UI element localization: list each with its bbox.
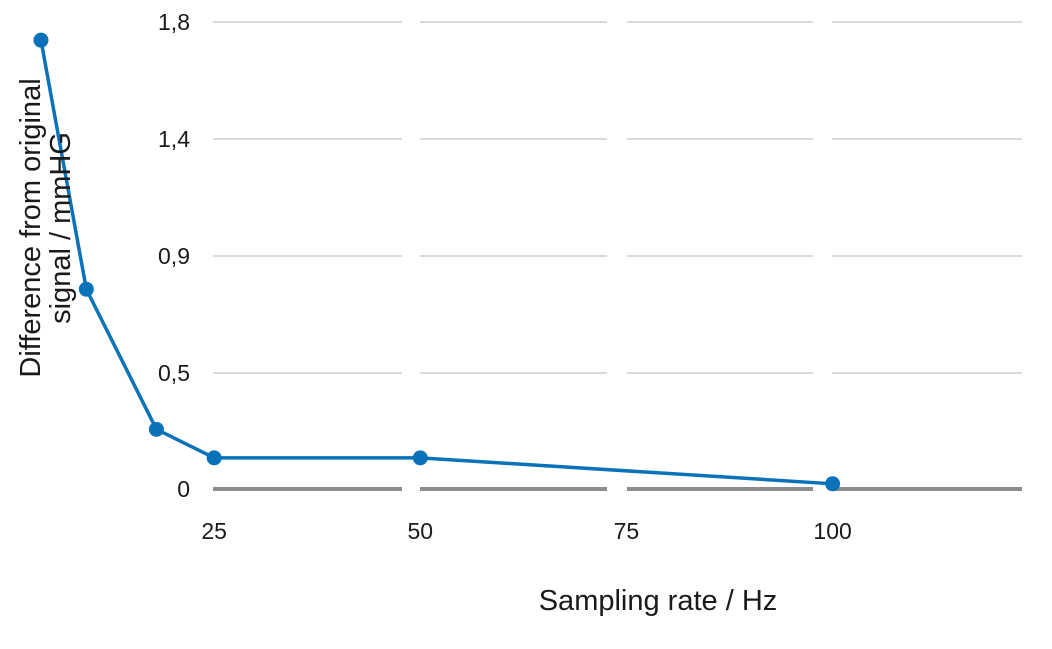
data-point bbox=[33, 32, 49, 48]
y-tick-label: 0,5 bbox=[158, 360, 190, 386]
data-point bbox=[78, 281, 94, 297]
grid-lines bbox=[213, 21, 1022, 491]
y-tick-labels: 1,8 1,4 0,9 0,5 0 bbox=[158, 9, 190, 502]
x-tick-label: 50 bbox=[408, 518, 434, 544]
x-tick-label: 25 bbox=[201, 518, 227, 544]
y-tick-label: 0,9 bbox=[158, 243, 190, 269]
data-point bbox=[412, 450, 428, 466]
x-tick-label: 100 bbox=[813, 518, 851, 544]
x-tick-labels: 25 50 75 100 bbox=[201, 518, 851, 544]
data-point bbox=[825, 476, 841, 492]
y-tick-label: 1,8 bbox=[158, 9, 190, 35]
y-axis-title-line-1: Difference from original bbox=[15, 78, 47, 377]
y-tick-label: 0 bbox=[177, 476, 190, 502]
x-tick-label: 75 bbox=[614, 518, 640, 544]
series-line bbox=[39, 39, 833, 486]
y-axis-title: Difference from original signal / mmHG bbox=[15, 78, 77, 377]
data-series bbox=[33, 32, 841, 492]
y-axis-title-line-2: signal / mmHG bbox=[45, 132, 77, 324]
y-tick-label: 1,4 bbox=[158, 126, 190, 152]
data-point bbox=[206, 450, 222, 466]
data-point bbox=[148, 421, 164, 437]
x-axis-title: Sampling rate / Hz bbox=[539, 585, 778, 617]
